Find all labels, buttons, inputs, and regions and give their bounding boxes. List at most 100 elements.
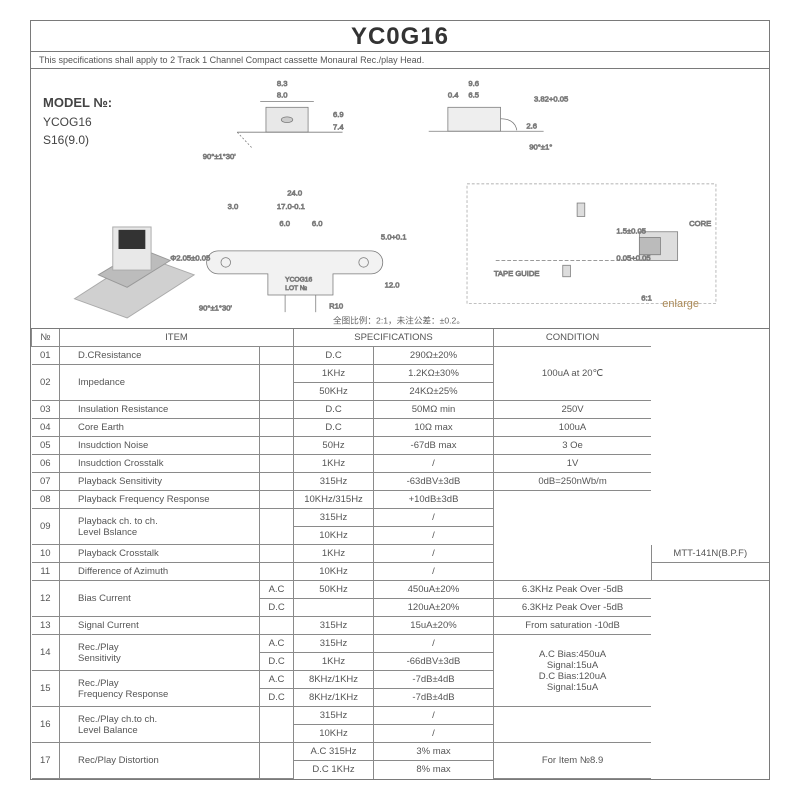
- table-row: 01D.CResistanceD.C290Ω±20%100uA at 20℃: [32, 347, 770, 365]
- svg-text:R10: R10: [329, 301, 343, 310]
- cell-cond: 6.3KHz Peak Over -5dB: [494, 599, 652, 617]
- cell-no: 12: [32, 581, 60, 617]
- svg-text:17.0-0.1: 17.0-0.1: [277, 202, 305, 211]
- enlarge-link[interactable]: enlarge: [662, 298, 699, 310]
- cell-cond: [494, 491, 652, 581]
- cell-no: 05: [32, 437, 60, 455]
- component-photo: [74, 227, 194, 318]
- cell-freq: 8KHz/1KHz: [294, 671, 374, 689]
- cell-item: Playback Sensitivity: [60, 473, 260, 491]
- table-row: 12Bias CurrentA.C50KHz450uA±20%6.3KHz Pe…: [32, 581, 770, 599]
- cell-item: Signal Current: [60, 617, 260, 635]
- table-row: 08Playback Frequency Response10KHz/315Hz…: [32, 491, 770, 509]
- cell-spec: 290Ω±20%: [374, 347, 494, 365]
- cell-item: Rec./Play ch.to ch. Level Balance: [60, 707, 260, 743]
- svg-text:2.6: 2.6: [526, 121, 537, 130]
- cell-spec: /: [374, 509, 494, 527]
- cell-spec: 450uA±20%: [374, 581, 494, 599]
- cell-freq: D.C: [294, 347, 374, 365]
- cell-sub: [260, 617, 294, 635]
- cell-freq: 10KHz: [294, 527, 374, 545]
- page-title: YC0G16: [31, 23, 769, 51]
- table-row: 03Insulation ResistanceD.C50MΩ min250V: [32, 401, 770, 419]
- svg-text:6:1: 6:1: [641, 294, 652, 303]
- cell-cond: MTT-141N(B.P.F): [651, 545, 769, 563]
- cell-item: Rec./Play Sensitivity: [60, 635, 260, 671]
- svg-text:9.6: 9.6: [468, 79, 479, 88]
- drawing-area: MODEL №: YCOG16 S16(9.0) 8.3 8.0 6.9 7.4…: [31, 69, 769, 329]
- table-row: 02Impedance1KHz1.2KΩ±30%: [32, 365, 770, 383]
- cell-freq: 315Hz: [294, 635, 374, 653]
- cell-freq: [294, 599, 374, 617]
- cell-sub: [260, 743, 294, 779]
- cell-spec: /: [374, 563, 494, 581]
- table-row: 17Rec/Play DistortionA.C 315Hz3% maxFor …: [32, 743, 770, 761]
- svg-text:CORE: CORE: [689, 219, 711, 228]
- cell-item: Insulation Resistance: [60, 401, 260, 419]
- cell-spec: /: [374, 635, 494, 653]
- technical-drawing: 8.3 8.0 6.9 7.4 90°±1°30' 9.6: [31, 69, 769, 328]
- cell-spec: +10dB±3dB: [374, 491, 494, 509]
- cell-no: 08: [32, 491, 60, 509]
- svg-text:7.4: 7.4: [333, 122, 344, 131]
- svg-text:8.3: 8.3: [277, 79, 288, 88]
- cell-cond: [494, 707, 652, 743]
- svg-text:90°±1°30': 90°±1°30': [203, 152, 237, 161]
- svg-text:5.0+0.1: 5.0+0.1: [381, 232, 407, 241]
- datasheet: YC0G16 This specifications shall apply t…: [30, 20, 770, 780]
- cell-no: 01: [32, 347, 60, 365]
- cell-freq: D.C: [294, 401, 374, 419]
- cell-item: Impedance: [60, 365, 260, 401]
- cell-spec: 120uA±20%: [374, 599, 494, 617]
- cell-spec: 8% max: [374, 761, 494, 779]
- cell-spec: -67dB max: [374, 437, 494, 455]
- cell-sub: [260, 455, 294, 473]
- cell-spec: /: [374, 527, 494, 545]
- cell-no: 06: [32, 455, 60, 473]
- svg-text:1.5±0.05: 1.5±0.05: [616, 227, 646, 236]
- cell-item: Core Earth: [60, 419, 260, 437]
- svg-text:12.0: 12.0: [385, 280, 400, 289]
- table-row: 16Rec./Play ch.to ch. Level Balance315Hz…: [32, 707, 770, 725]
- cell-item: Playback Crosstalk: [60, 545, 260, 563]
- cell-spec: /: [374, 455, 494, 473]
- svg-text:6.5: 6.5: [468, 91, 479, 100]
- cell-sub: [260, 473, 294, 491]
- cell-cond: 3 Oe: [494, 437, 652, 455]
- cell-cond: From saturation -10dB: [494, 617, 652, 635]
- cell-cond: 100uA at 20℃: [494, 347, 652, 401]
- cell-item: Insudction Crosstalk: [60, 455, 260, 473]
- svg-text:6.0: 6.0: [312, 219, 323, 228]
- table-row: 06Insudction Crosstalk1KHz/1V: [32, 455, 770, 473]
- cell-freq: 50KHz: [294, 383, 374, 401]
- cell-spec: -66dBV±3dB: [374, 653, 494, 671]
- title-row: YC0G16: [31, 21, 769, 52]
- svg-text:0.05+0.05: 0.05+0.05: [616, 253, 650, 262]
- cell-sub: [260, 419, 294, 437]
- svg-text:6.9: 6.9: [333, 110, 344, 119]
- cell-freq: 315Hz: [294, 509, 374, 527]
- table-row: 14Rec./Play SensitivityA.C315Hz/A.C Bias…: [32, 635, 770, 653]
- cell-cond: A.C Bias:450uA Signal:15uA D.C Bias:120u…: [494, 635, 652, 707]
- table-row: 11Difference of Azimuth10KHz/: [32, 563, 770, 581]
- svg-text:3.82+0.05: 3.82+0.05: [534, 95, 568, 104]
- cell-freq: 1KHz: [294, 653, 374, 671]
- cell-freq: 50KHz: [294, 581, 374, 599]
- cell-spec: /: [374, 725, 494, 743]
- cell-cond: 250V: [494, 401, 652, 419]
- cell-no: 15: [32, 671, 60, 707]
- cell-no: 07: [32, 473, 60, 491]
- cell-cond: 0dB=250nWb/m: [494, 473, 652, 491]
- svg-text:LOT №: LOT №: [285, 285, 307, 292]
- cell-freq: D.C: [294, 419, 374, 437]
- cell-sub: D.C: [260, 689, 294, 707]
- svg-text:90°±1°30': 90°±1°30': [199, 303, 233, 312]
- svg-text:8.0: 8.0: [277, 91, 288, 100]
- cell-spec: -7dB±4dB: [374, 671, 494, 689]
- cell-freq: D.C 1KHz: [294, 761, 374, 779]
- cell-item: D.CResistance: [60, 347, 260, 365]
- cell-sub: A.C: [260, 581, 294, 599]
- cell-sub: A.C: [260, 671, 294, 689]
- subtitle: This specifications shall apply to 2 Tra…: [31, 52, 769, 69]
- cell-freq: 315Hz: [294, 617, 374, 635]
